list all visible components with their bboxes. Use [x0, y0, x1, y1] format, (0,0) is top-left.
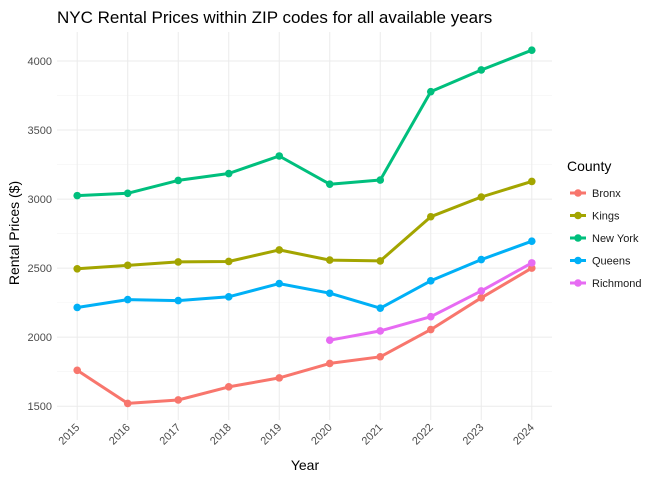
data-point [73, 366, 82, 375]
legend: County Bronx Kings New York Queens Richmond [567, 158, 642, 290]
data-point [426, 312, 435, 321]
x-tick-label: 2016 [107, 422, 133, 448]
legend-label: New York [592, 233, 639, 245]
data-point [275, 279, 284, 288]
data-point [426, 325, 435, 334]
series-new-york [73, 46, 536, 200]
y-tick-label: 1500 [28, 401, 52, 413]
data-point [73, 303, 82, 312]
legend-item-kings: Kings [570, 211, 620, 223]
data-point [275, 374, 284, 382]
chart-title: NYC Rental Prices within ZIP codes for a… [57, 8, 492, 27]
legend-item-bronx: Bronx [570, 188, 621, 200]
data-point [73, 191, 82, 200]
data-point [477, 193, 486, 201]
data-point [426, 277, 435, 285]
data-point [224, 257, 233, 266]
data-point [174, 176, 183, 185]
data-point [527, 46, 536, 55]
y-tick-label: 3000 [28, 194, 52, 206]
y-axis: 1500 2000 2500 3000 3500 4000 [28, 56, 52, 413]
series-queens [73, 237, 536, 312]
data-point [376, 304, 385, 312]
data-point [477, 294, 486, 302]
x-tick-label: 2019 [259, 422, 285, 448]
data-point [123, 295, 132, 304]
data-point [325, 256, 334, 264]
y-tick-label: 3500 [28, 125, 52, 137]
x-tick-label: 2020 [309, 422, 335, 448]
data-point [174, 396, 183, 404]
x-tick-label: 2024 [511, 422, 537, 448]
data-point [527, 259, 536, 267]
legend-label: Queens [592, 256, 631, 268]
data-point [174, 258, 183, 266]
data-point [527, 237, 536, 245]
data-point [73, 265, 82, 273]
data-point [224, 293, 233, 301]
grid [57, 32, 552, 420]
x-tick-label: 2015 [57, 422, 83, 448]
data-point [275, 246, 284, 254]
series-line [75, 239, 534, 310]
data-point [325, 336, 334, 344]
x-tick-label: 2023 [461, 422, 487, 448]
legend-key-point [574, 256, 582, 265]
x-tick-label: 2017 [158, 422, 184, 448]
legend-item-richmond: Richmond [570, 278, 642, 290]
data-point [376, 352, 385, 361]
y-axis-title: Rental Prices ($) [6, 181, 22, 285]
series-line [75, 48, 534, 198]
y-tick-label: 2500 [28, 263, 52, 275]
series-group [73, 46, 536, 408]
series-line [75, 266, 534, 405]
legend-key-point [574, 279, 582, 287]
legend-key-point [574, 211, 582, 220]
data-point [123, 189, 132, 198]
data-point [477, 66, 486, 74]
data-point [477, 255, 486, 264]
x-axis-title: Year [291, 457, 320, 473]
legend-label: Bronx [592, 188, 621, 200]
series-richmond [325, 259, 536, 344]
data-point [275, 152, 284, 160]
data-point [527, 177, 536, 186]
data-point [224, 383, 233, 391]
legend-key-point [574, 234, 582, 242]
data-point [477, 287, 486, 295]
series-line [75, 179, 534, 271]
data-point [123, 261, 132, 270]
data-point [325, 180, 334, 188]
y-tick-label: 4000 [28, 56, 52, 68]
data-point [224, 169, 233, 178]
x-tick-label: 2022 [410, 422, 436, 448]
data-point [123, 399, 132, 408]
legend-item-new-york: New York [570, 233, 639, 245]
data-point [174, 296, 183, 305]
data-point [325, 289, 334, 298]
data-point [376, 257, 385, 265]
data-point [527, 264, 536, 272]
legend-title: County [567, 158, 611, 174]
legend-label: Kings [592, 211, 620, 223]
data-point [325, 359, 334, 368]
x-tick-label: 2021 [360, 422, 386, 448]
x-tick-label: 2018 [208, 422, 234, 448]
legend-item-queens: Queens [570, 256, 631, 268]
data-point [376, 176, 385, 184]
y-tick-label: 2000 [28, 332, 52, 344]
series-bronx [73, 264, 536, 408]
x-axis: 2015 2016 2017 2018 2019 2020 2021 2022 2023 2024 [57, 422, 537, 448]
data-point [426, 87, 435, 96]
data-point [376, 327, 385, 335]
legend-label: Richmond [592, 278, 642, 290]
data-point [426, 212, 435, 221]
series-kings [73, 177, 536, 273]
legend-key-point [574, 189, 582, 197]
